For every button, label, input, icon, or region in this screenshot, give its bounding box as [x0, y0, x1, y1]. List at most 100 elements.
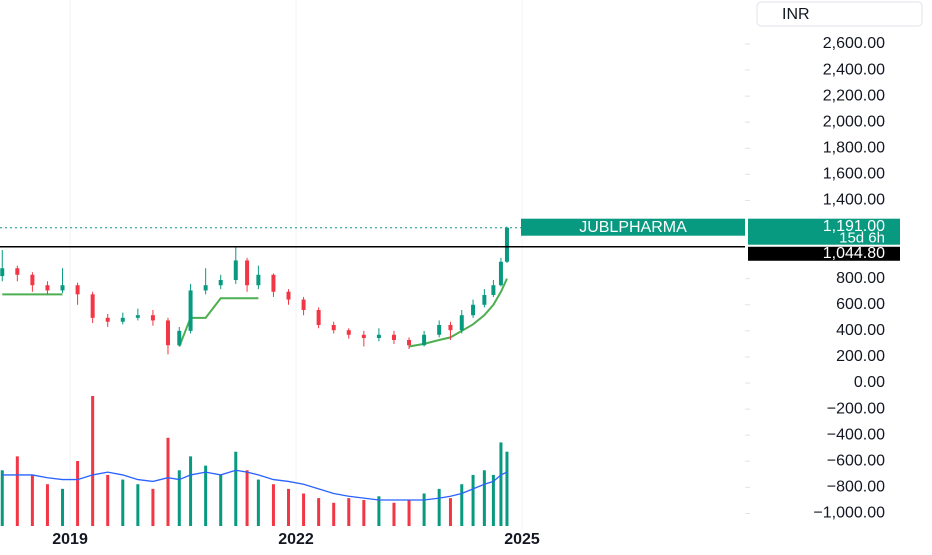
volume-bar — [407, 500, 411, 526]
candle-body — [245, 260, 250, 286]
volume-bar — [377, 496, 381, 526]
candle-body — [376, 334, 381, 339]
volume-bar — [0, 470, 4, 526]
volume-bar — [166, 437, 170, 526]
candle-body — [316, 309, 321, 325]
volume-bar — [332, 502, 336, 526]
volume-bar — [491, 474, 495, 526]
volume-bar — [61, 488, 65, 526]
price-label-box — [748, 218, 900, 245]
volume-bar — [505, 451, 509, 526]
y-tick-label: 200.00 — [836, 348, 885, 365]
candle-body — [498, 261, 503, 286]
volume-bar — [76, 461, 80, 526]
candle-body — [504, 227, 509, 262]
candle-body — [482, 294, 487, 305]
y-tick-label: 0.00 — [854, 374, 885, 391]
volume-bar — [106, 474, 110, 526]
volume-bar — [287, 488, 291, 526]
volume-bar — [219, 474, 223, 526]
candle-body — [448, 324, 453, 331]
volume-bar — [45, 484, 49, 526]
volume-bar — [471, 474, 475, 526]
y-tick-label: 2,400.00 — [823, 61, 885, 78]
y-tick-label: −600.00 — [827, 452, 885, 469]
candle-body — [60, 285, 65, 291]
candle-body — [188, 290, 193, 331]
candle-body — [218, 279, 223, 286]
candle-body — [0, 268, 5, 277]
candle-body — [256, 274, 261, 286]
volume-bar — [437, 488, 441, 526]
level-label-box — [748, 246, 900, 261]
volume-bar — [121, 479, 125, 526]
candle-body — [45, 285, 50, 291]
countdown-label: 15d 6h — [839, 230, 885, 247]
candle-body — [90, 294, 95, 318]
candle-body — [286, 291, 291, 300]
y-tick-label: −400.00 — [827, 426, 885, 443]
y-tick-label: 1,600.00 — [823, 166, 885, 183]
candle-body — [30, 274, 35, 286]
candle-body — [331, 324, 336, 331]
candle-body — [15, 268, 20, 275]
volume-bar — [317, 498, 321, 526]
candle-body — [165, 320, 170, 346]
y-tick-label: 600.00 — [836, 296, 885, 313]
volume-bar — [245, 470, 249, 526]
candle-body — [391, 334, 396, 340]
y-tick-label: 1,800.00 — [823, 139, 885, 156]
candle-body — [437, 324, 442, 335]
level-label: 1,044.80 — [823, 245, 885, 262]
candle-body — [120, 317, 125, 322]
candle-body — [135, 315, 140, 318]
candle-body — [346, 330, 351, 335]
volume-bar — [151, 488, 155, 526]
candle-body — [105, 317, 110, 322]
volume-ma-line — [2, 469, 508, 501]
y-tick-label: 2,600.00 — [823, 35, 885, 52]
currency-box[interactable] — [756, 1, 923, 27]
y-tick-label: 800.00 — [836, 270, 885, 287]
candle-body — [271, 274, 276, 292]
volume-bar — [189, 456, 193, 526]
candle-body — [459, 315, 464, 331]
y-tick-label: 2,000.00 — [823, 113, 885, 130]
price-label: 1,191.00 — [823, 218, 885, 235]
candle-body — [177, 330, 182, 346]
x-tick-label: 2019 — [52, 531, 88, 548]
candle-body — [301, 299, 306, 310]
volume-bar — [256, 479, 260, 526]
volume-bar — [302, 493, 306, 526]
candle-body — [471, 304, 476, 316]
y-tick-label: −1,000.00 — [813, 505, 885, 522]
candle-body — [407, 339, 412, 346]
candle-body — [422, 334, 427, 346]
volume-bar — [91, 396, 95, 526]
x-tick-label: 2025 — [504, 531, 540, 548]
y-tick-label: 1,400.00 — [823, 192, 885, 209]
candle-body — [203, 285, 208, 291]
volume-bar — [482, 470, 486, 526]
volume-bar — [460, 484, 464, 526]
candle-body — [75, 285, 80, 295]
x-tick-label: 2022 — [278, 531, 314, 548]
volume-bar — [362, 500, 366, 526]
candle-body — [491, 285, 496, 295]
volume-bar — [499, 442, 503, 526]
y-tick-label: −800.00 — [827, 479, 885, 496]
volume-bar — [422, 493, 426, 526]
volume-bar — [234, 451, 238, 526]
volume-bar — [448, 498, 452, 526]
volume-bar — [15, 456, 19, 526]
y-tick-label: 400.00 — [836, 322, 885, 339]
symbol-label-box — [521, 218, 745, 236]
volume-bar — [177, 470, 181, 526]
candle-body — [361, 334, 366, 339]
y-tick-label: −200.00 — [827, 400, 885, 417]
volume-bar — [204, 465, 208, 526]
volume-bar — [271, 484, 275, 526]
volume-bar — [347, 498, 351, 526]
